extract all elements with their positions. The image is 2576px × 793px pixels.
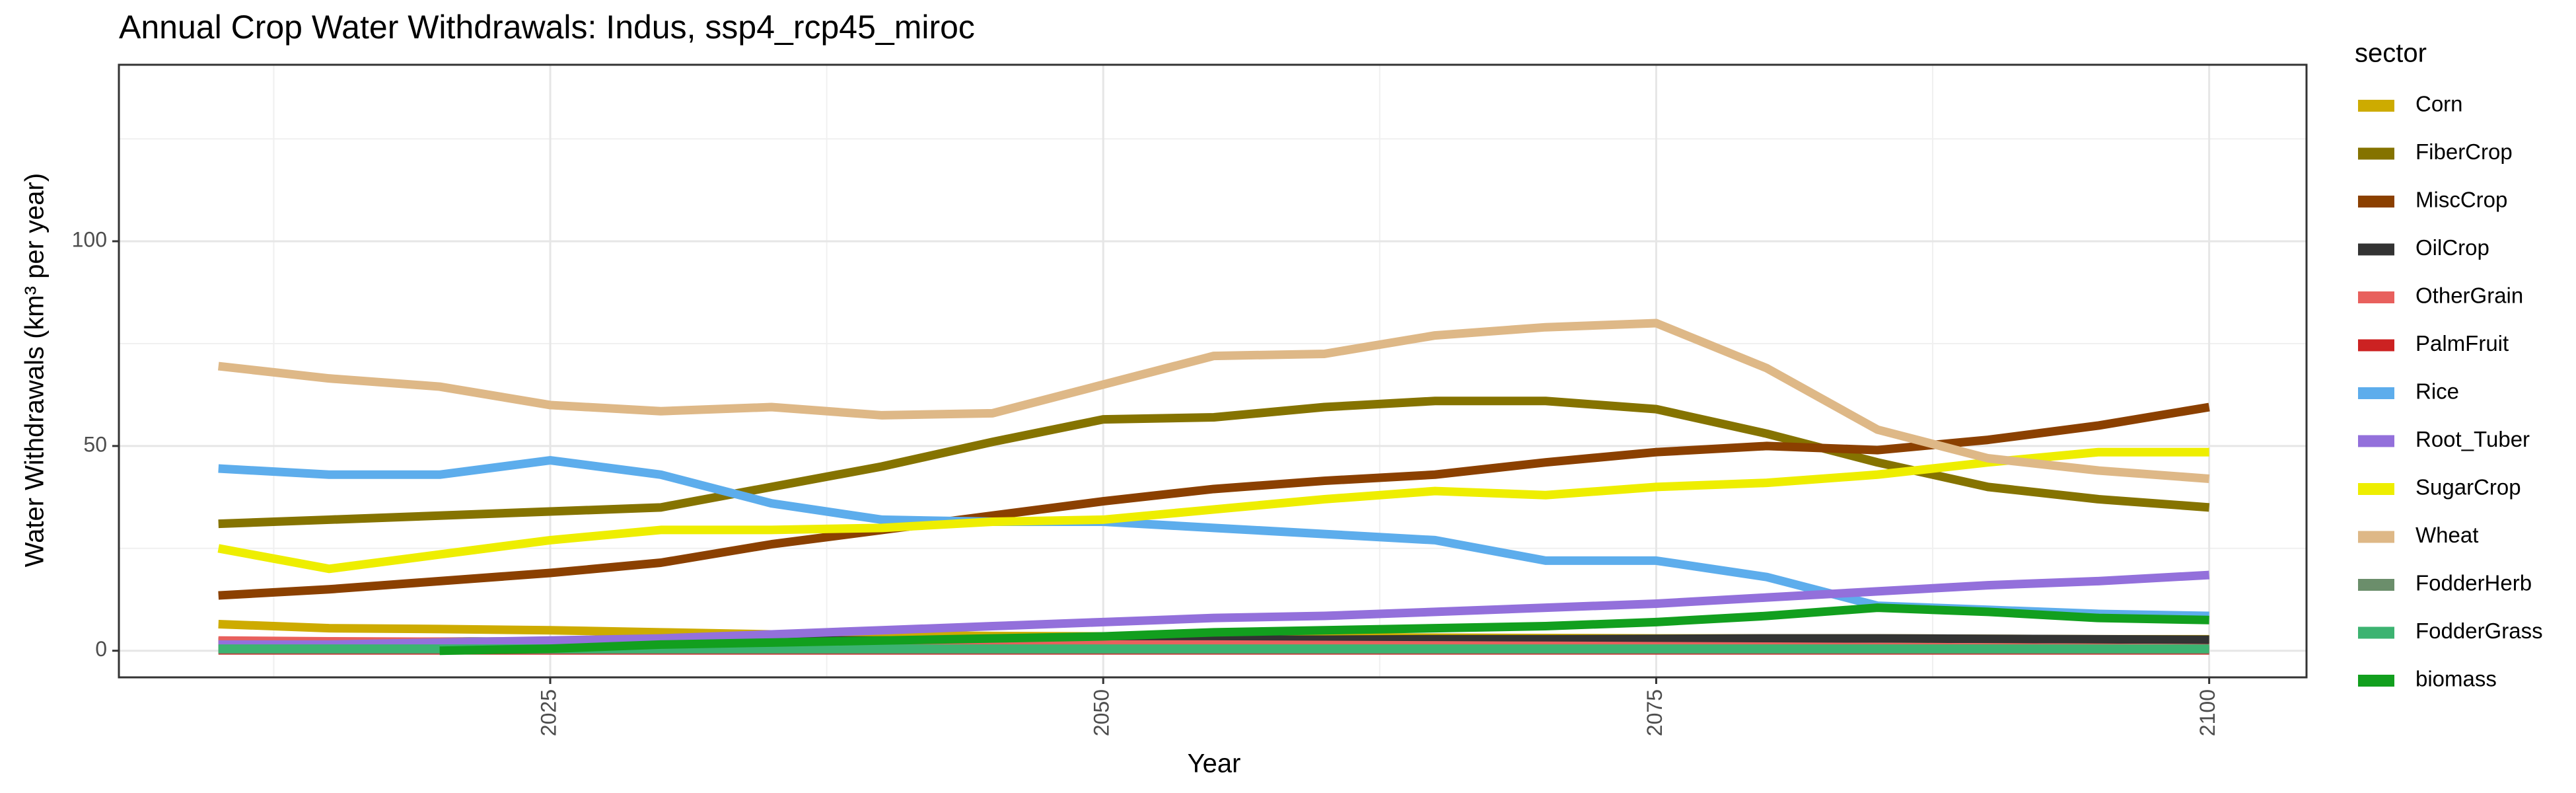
series-line xyxy=(218,397,2210,529)
legend-key xyxy=(2358,196,2394,208)
x-tick-label: 2100 xyxy=(2196,689,2219,736)
legend-key xyxy=(2358,675,2394,687)
legend-label: OtherGrain xyxy=(2415,283,2523,308)
legend-label: PalmFruit xyxy=(2415,331,2509,356)
chart-title: Annual Crop Water Withdrawals: Indus, ss… xyxy=(119,9,975,46)
legend-label: FiberCrop xyxy=(2415,139,2513,164)
legend-key xyxy=(2358,626,2394,639)
legend-key xyxy=(2358,531,2394,543)
series-line xyxy=(218,570,2210,649)
legend-label: Rice xyxy=(2415,379,2459,404)
legend-label: Wheat xyxy=(2415,523,2478,547)
plot-border xyxy=(118,63,2308,679)
legend-key xyxy=(2358,579,2394,591)
legend-label: Root_Tuber xyxy=(2415,427,2530,451)
y-tick-label: 50 xyxy=(83,432,107,456)
legend-label: MiscCrop xyxy=(2415,188,2507,212)
y-tick-label: 100 xyxy=(72,228,107,252)
series-line xyxy=(439,603,2209,656)
legend-key xyxy=(2358,435,2394,447)
x-axis-label: Year xyxy=(1188,749,1241,778)
series-line xyxy=(217,447,2209,574)
legend-key xyxy=(2358,147,2394,160)
legend-label: FodderHerb xyxy=(2415,571,2532,595)
legend-key xyxy=(2358,387,2394,399)
legend-label: FodderGrass xyxy=(2415,619,2543,643)
legend-key xyxy=(2358,339,2394,352)
x-tick-label: 2025 xyxy=(536,689,560,736)
legend-label: OilCrop xyxy=(2415,235,2489,260)
legend-key xyxy=(2358,291,2394,303)
legend-label: biomass xyxy=(2415,667,2497,691)
y-tick-label: 0 xyxy=(95,637,107,661)
legend-label: SugarCrop xyxy=(2415,475,2521,500)
series-line xyxy=(218,402,2210,600)
legend-label: Corn xyxy=(2415,92,2463,116)
x-tick-label: 2075 xyxy=(1643,689,1666,736)
legend-key xyxy=(2358,100,2394,112)
y-axis-label: Water Withdrawals (km³ per year) xyxy=(20,173,50,567)
x-tick-label: 2050 xyxy=(1090,689,1114,736)
legend-key xyxy=(2358,483,2394,495)
series-line xyxy=(217,319,2210,483)
legend-key xyxy=(2358,243,2394,256)
legend-title: sector xyxy=(2355,39,2427,68)
